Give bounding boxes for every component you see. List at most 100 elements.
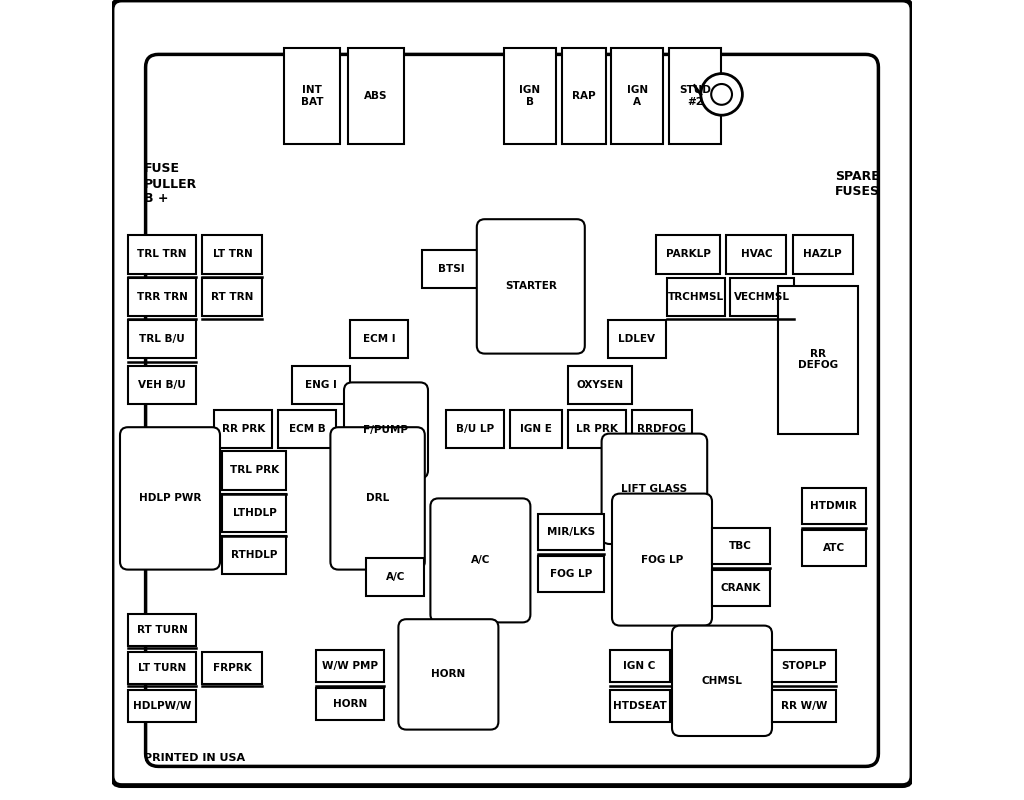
- Text: HTDMIR: HTDMIR: [810, 501, 857, 511]
- Text: LDLEV: LDLEV: [618, 334, 655, 344]
- Text: TRCHMSL: TRCHMSL: [668, 292, 724, 302]
- Text: BTSI: BTSI: [438, 264, 465, 274]
- Text: TRL TRN: TRL TRN: [137, 250, 186, 259]
- Bar: [793, 235, 853, 274]
- Bar: [316, 650, 384, 682]
- Text: HAZLP: HAZLP: [804, 250, 842, 259]
- Bar: [128, 235, 196, 274]
- Text: RT TURN: RT TURN: [136, 626, 187, 635]
- Text: HDLP PWR: HDLP PWR: [139, 494, 201, 503]
- Bar: [510, 410, 562, 448]
- Text: FUSE
PULLER
B +: FUSE PULLER B +: [144, 162, 198, 206]
- Bar: [203, 278, 262, 316]
- Bar: [504, 48, 556, 144]
- Text: FOG LP: FOG LP: [641, 554, 683, 565]
- Text: LTHDLP: LTHDLP: [232, 508, 276, 518]
- FancyBboxPatch shape: [331, 427, 425, 570]
- FancyBboxPatch shape: [601, 434, 708, 544]
- Text: ABS: ABS: [365, 91, 388, 101]
- Bar: [128, 652, 196, 684]
- Bar: [609, 650, 670, 682]
- Bar: [726, 235, 786, 274]
- Bar: [611, 48, 664, 144]
- Text: B/U LP: B/U LP: [456, 424, 495, 434]
- Bar: [777, 286, 858, 434]
- Bar: [446, 410, 504, 448]
- Bar: [367, 558, 424, 596]
- Bar: [279, 410, 336, 448]
- Bar: [316, 688, 384, 720]
- Text: A/C: A/C: [471, 555, 490, 566]
- Text: MIR/LKS: MIR/LKS: [547, 527, 595, 538]
- Bar: [608, 320, 666, 358]
- Text: ENG I: ENG I: [305, 380, 337, 390]
- Bar: [668, 278, 725, 316]
- Text: HORN: HORN: [431, 670, 466, 679]
- Bar: [222, 451, 287, 490]
- Text: LT TURN: LT TURN: [138, 663, 186, 673]
- Bar: [561, 48, 605, 144]
- Text: STARTER: STARTER: [505, 282, 557, 291]
- Text: IGN E: IGN E: [520, 424, 552, 434]
- Text: RTHDLP: RTHDLP: [231, 550, 278, 560]
- Text: RR W/W: RR W/W: [781, 701, 827, 710]
- Text: IGN C: IGN C: [624, 661, 655, 670]
- Circle shape: [700, 74, 742, 115]
- Text: LIFT GLASS: LIFT GLASS: [622, 484, 687, 494]
- Text: W/W PMP: W/W PMP: [322, 661, 378, 670]
- FancyBboxPatch shape: [145, 54, 879, 766]
- Bar: [350, 320, 408, 358]
- Text: HTDSEAT: HTDSEAT: [612, 701, 667, 710]
- Text: OXYSEN: OXYSEN: [577, 380, 624, 390]
- Bar: [772, 650, 836, 682]
- Bar: [292, 366, 349, 404]
- Bar: [539, 556, 604, 592]
- FancyBboxPatch shape: [120, 427, 220, 570]
- Text: HORN: HORN: [333, 699, 368, 709]
- Bar: [128, 366, 196, 404]
- FancyBboxPatch shape: [398, 619, 499, 730]
- Bar: [568, 410, 626, 448]
- Text: INT
BAT: INT BAT: [301, 86, 324, 107]
- Bar: [203, 652, 262, 684]
- FancyBboxPatch shape: [477, 219, 585, 354]
- FancyBboxPatch shape: [430, 498, 530, 622]
- Text: HDLPW/W: HDLPW/W: [133, 701, 191, 710]
- Text: VECHMSL: VECHMSL: [734, 292, 791, 302]
- Text: RR PRK: RR PRK: [221, 424, 265, 434]
- Bar: [802, 530, 865, 566]
- Text: RRDFOG: RRDFOG: [638, 424, 686, 434]
- Bar: [222, 536, 287, 574]
- Bar: [669, 48, 721, 144]
- Text: HVAC: HVAC: [740, 250, 772, 259]
- Bar: [632, 410, 692, 448]
- Bar: [539, 514, 604, 550]
- Text: LR PRK: LR PRK: [575, 424, 617, 434]
- Bar: [128, 278, 196, 316]
- FancyBboxPatch shape: [672, 626, 772, 736]
- Bar: [203, 235, 262, 274]
- Bar: [802, 488, 865, 524]
- Bar: [568, 366, 632, 404]
- Text: TRR TRN: TRR TRN: [136, 292, 187, 302]
- Bar: [772, 690, 836, 722]
- Text: F/PUMP: F/PUMP: [364, 426, 409, 435]
- Text: STUD
#2: STUD #2: [679, 86, 711, 107]
- Bar: [656, 235, 720, 274]
- Text: IGN
B: IGN B: [519, 86, 541, 107]
- Bar: [284, 48, 340, 144]
- Text: PARKLP: PARKLP: [666, 250, 711, 259]
- Text: PRINTED IN USA: PRINTED IN USA: [144, 754, 245, 763]
- Bar: [730, 278, 795, 316]
- Text: RT TRN: RT TRN: [211, 292, 254, 302]
- Text: FRPRK: FRPRK: [213, 663, 252, 673]
- Text: ECM I: ECM I: [362, 334, 395, 344]
- Text: TRL PRK: TRL PRK: [229, 466, 279, 475]
- Text: A/C: A/C: [385, 572, 404, 582]
- Bar: [128, 320, 196, 358]
- Text: RR
DEFOG: RR DEFOG: [798, 349, 838, 370]
- FancyBboxPatch shape: [112, 0, 912, 786]
- Text: TRL B/U: TRL B/U: [139, 334, 185, 344]
- Bar: [128, 614, 196, 646]
- Text: IGN
A: IGN A: [627, 86, 648, 107]
